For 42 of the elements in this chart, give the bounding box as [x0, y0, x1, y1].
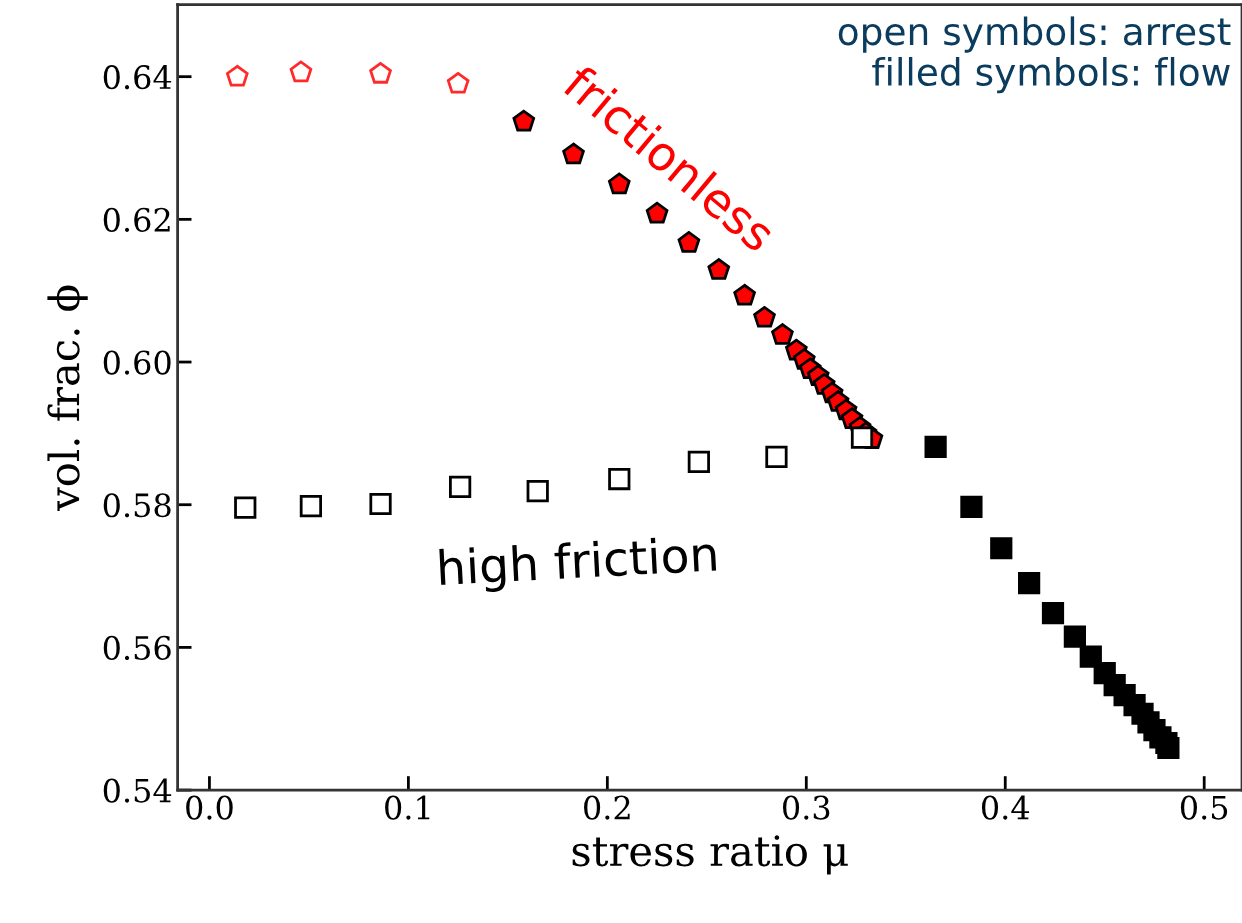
point [733, 283, 756, 306]
y-axis-title: vol. frac. ϕ [47, 285, 88, 511]
x-tick-label: 0.1 [385, 795, 430, 820]
annotation: open symbols: arrest filled symbols: flow [838, 16, 1231, 94]
point [1157, 736, 1180, 760]
y-tick-label: 0.60 [103, 350, 171, 375]
y-tick-label: 0.56 [103, 635, 171, 660]
point [234, 496, 257, 519]
y-tick-label: 0.64 [103, 65, 172, 90]
point [707, 258, 731, 280]
point [225, 64, 249, 87]
point [753, 306, 776, 328]
point [1079, 645, 1102, 668]
x-tick-label: 0.5 [1180, 795, 1228, 820]
annotation: high friction [439, 534, 717, 595]
y-tick-label: 0.62 [103, 207, 170, 232]
x-tick-label: 0.2 [584, 795, 630, 820]
y-tick-label: 0.54 [103, 778, 172, 803]
point [850, 426, 874, 449]
point [687, 450, 710, 474]
point [446, 72, 470, 94]
point [512, 109, 536, 132]
point [1041, 602, 1065, 625]
point [369, 62, 392, 84]
point [771, 323, 794, 345]
point [608, 467, 631, 491]
point [449, 475, 472, 498]
point [369, 492, 392, 516]
point [765, 445, 788, 469]
point [289, 60, 313, 83]
point [1018, 572, 1041, 595]
x-tick-label: 0.4 [981, 795, 1030, 820]
y-tick-label: 0.58 [103, 493, 171, 518]
x-tick-label: 0.0 [186, 795, 233, 820]
point [990, 537, 1013, 560]
point [960, 495, 983, 518]
point [1063, 625, 1086, 648]
x-axis-title: stress ratio μ [572, 835, 848, 875]
point [526, 480, 549, 503]
point [299, 495, 323, 518]
x-tick-label: 0.3 [783, 795, 830, 820]
point [924, 435, 947, 459]
